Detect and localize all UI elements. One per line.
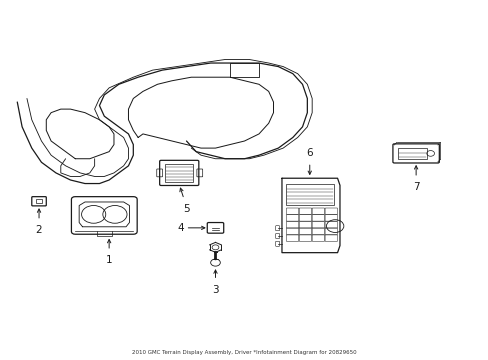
Text: 5: 5 [183,204,189,214]
Text: 3: 3 [212,285,218,295]
Text: 1: 1 [105,256,112,265]
Text: 7: 7 [412,183,419,193]
Text: 4: 4 [177,223,183,233]
Text: 2010 GMC Terrain Display Assembly, Driver *Infotainment Diagram for 20829650: 2010 GMC Terrain Display Assembly, Drive… [132,350,356,355]
Text: 6: 6 [306,148,312,158]
Text: 2: 2 [36,225,42,235]
